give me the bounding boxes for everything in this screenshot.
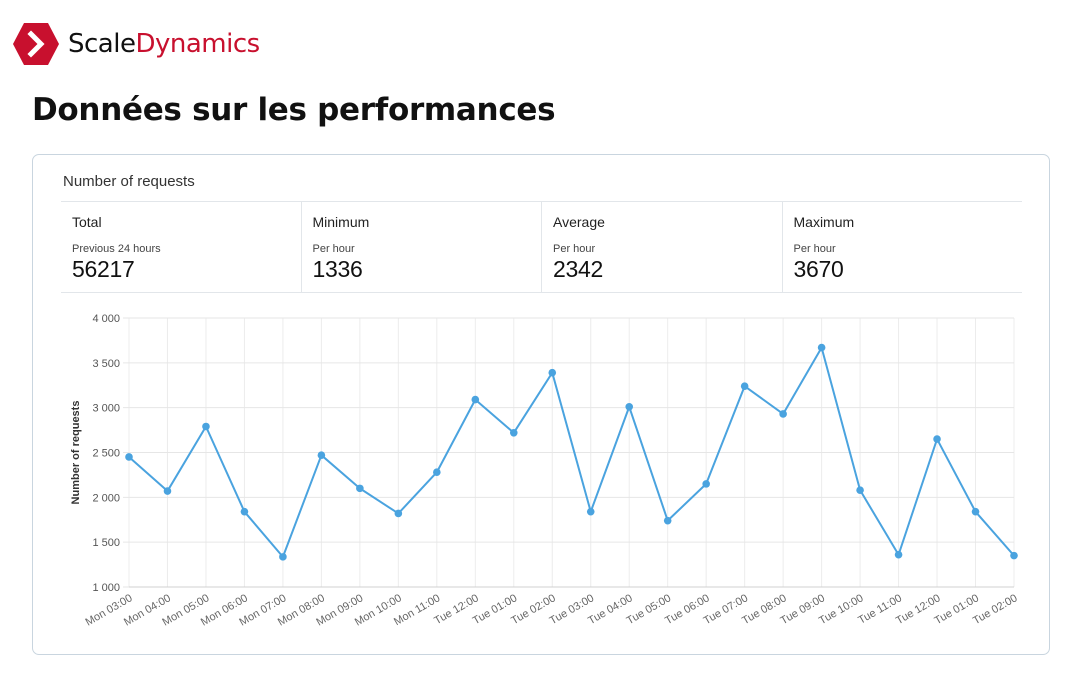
data-point	[586, 507, 595, 516]
stat-total: Total Previous 24 hours 56217	[61, 202, 302, 292]
y-axis-label: Number of requests	[70, 401, 82, 505]
card-title: Number of requests	[63, 173, 195, 190]
requests-card: Number of requests Total Previous 24 hou…	[32, 154, 1050, 655]
data-point	[356, 484, 364, 493]
brand-logo[interactable]: ScaleDynamics	[12, 22, 260, 66]
stat-sublabel: Per hour	[312, 243, 355, 255]
stat-average: Average Per hour 2342	[542, 202, 783, 292]
stat-label: Maximum	[793, 214, 855, 230]
data-point	[702, 480, 710, 488]
y-tick-label: 1 000	[92, 582, 120, 594]
data-point	[663, 516, 672, 525]
brand-name-part1: Scale	[68, 29, 136, 59]
scaledynamics-logo-icon	[13, 23, 59, 65]
stat-value: 2342	[553, 256, 603, 282]
data-point	[971, 507, 980, 516]
data-point	[279, 553, 287, 561]
y-tick-label: 3 500	[92, 358, 120, 370]
page-title: Données sur les performances	[32, 92, 556, 128]
data-point	[433, 468, 441, 477]
data-point	[471, 395, 480, 404]
stat-value: 3670	[793, 256, 844, 282]
data-point	[317, 451, 326, 459]
y-tick-label: 2 500	[92, 448, 120, 460]
data-point	[817, 343, 826, 352]
x-tick-label: Tue 02:00	[971, 592, 1020, 627]
data-point	[548, 368, 557, 377]
data-point	[856, 486, 864, 494]
stat-value: 56217	[72, 256, 135, 282]
stat-value: 1336	[312, 256, 363, 282]
data-point	[394, 509, 403, 518]
data-point	[740, 382, 749, 390]
data-point	[625, 402, 634, 411]
stat-minimum: Minimum Per hour 1336	[302, 202, 542, 292]
brand-name-part2: Dynamics	[135, 29, 260, 59]
y-tick-label: 4 000	[92, 313, 120, 325]
y-tick-label: 2 000	[92, 492, 120, 504]
data-point	[1010, 551, 1018, 560]
data-point	[125, 453, 133, 461]
stat-label: Average	[553, 214, 605, 230]
series-line	[128, 346, 1015, 558]
data-point	[509, 428, 518, 437]
y-tick-label: 3 000	[92, 403, 120, 415]
data-point	[779, 410, 787, 418]
stats-row: Total Previous 24 hours 56217 Minimum Pe…	[61, 201, 1022, 293]
stat-maximum: Maximum Per hour 3670	[783, 202, 1023, 292]
data-point	[933, 435, 941, 443]
brand-name: ScaleDynamics	[68, 29, 260, 59]
stat-label: Total	[72, 214, 102, 230]
data-point	[202, 422, 210, 431]
stat-sublabel: Per hour	[793, 243, 836, 255]
data-point	[163, 487, 172, 495]
data-point	[894, 550, 903, 559]
stat-sublabel: Per hour	[553, 243, 596, 255]
data-point	[240, 507, 249, 516]
stat-sublabel: Previous 24 hours	[72, 243, 161, 255]
y-tick-label: 1 500	[92, 537, 120, 549]
stat-label: Minimum	[312, 214, 370, 230]
